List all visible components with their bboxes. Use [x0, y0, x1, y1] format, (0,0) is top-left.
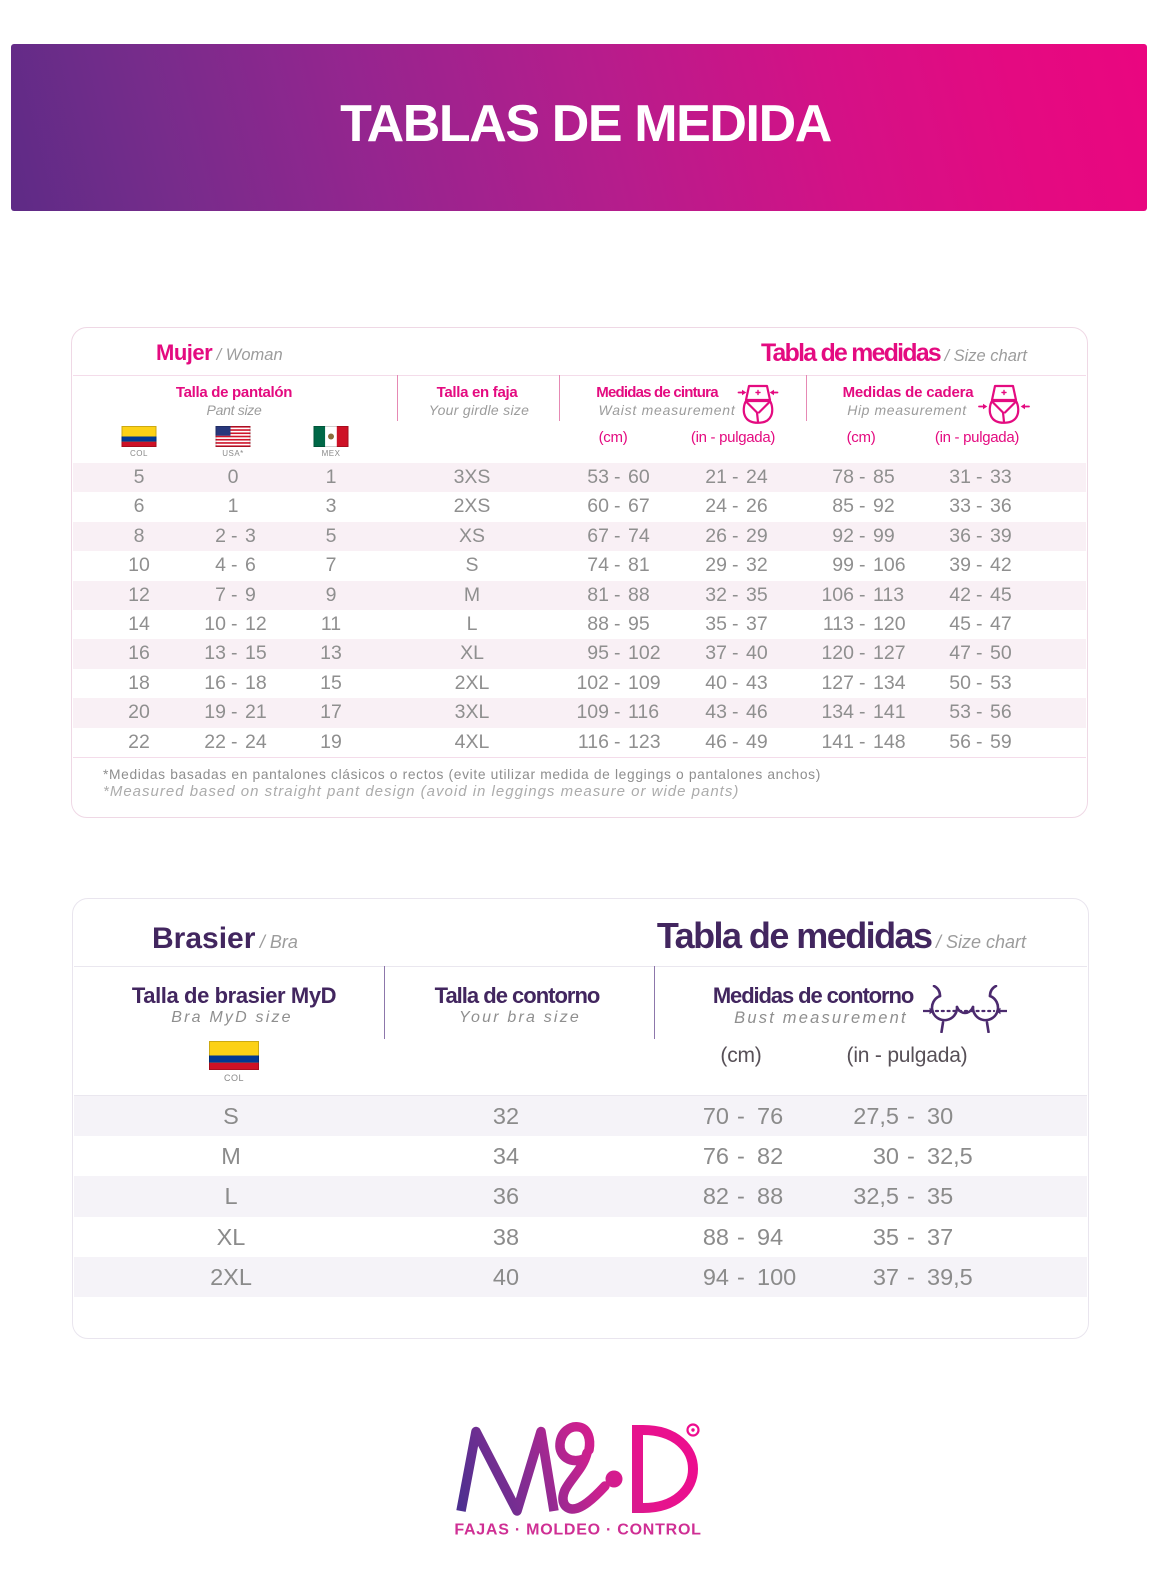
svg-text:FAJAS · MOLDEO · CONTROL: FAJAS · MOLDEO · CONTROL — [454, 1522, 701, 1539]
